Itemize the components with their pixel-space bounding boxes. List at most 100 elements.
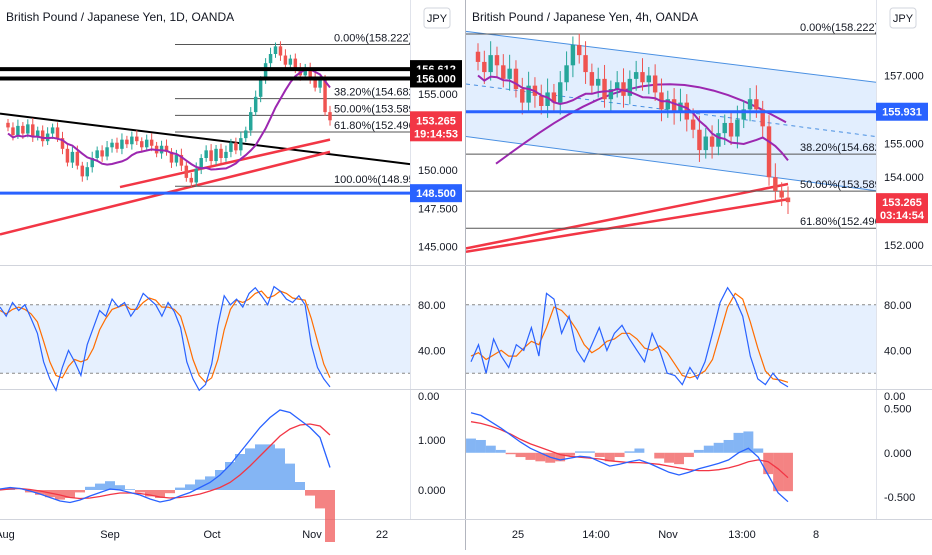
- red-trendline-upper: [466, 182, 789, 250]
- candle-body: [35, 130, 40, 137]
- candle-body: [570, 44, 576, 66]
- macd-signal-line: [0, 423, 331, 500]
- time-axis-label: 22: [376, 529, 388, 541]
- candle-body: [199, 158, 203, 169]
- time-axis-label: 14:00: [582, 529, 610, 541]
- macd-histogram-bar: [525, 452, 536, 460]
- macd-histogram-bar: [604, 452, 615, 462]
- macd-histogram-bar: [305, 490, 315, 496]
- svg-text:JPY: JPY: [427, 13, 448, 25]
- macd-histogram-bar: [235, 454, 245, 490]
- macd-histogram-bar: [225, 462, 235, 490]
- candle-body: [258, 80, 263, 97]
- macd-histogram-bar: [713, 442, 724, 453]
- macd-histogram-bar: [575, 451, 585, 453]
- channel-top-line: [466, 30, 876, 83]
- candle-body: [40, 130, 45, 142]
- price-axis-label: 154.000: [884, 172, 924, 184]
- moving-average-line: [7, 68, 331, 171]
- candle-body: [174, 154, 179, 163]
- candle-body: [475, 51, 481, 62]
- price-axis-label: 145.000: [418, 242, 458, 254]
- macd-histogram-bar: [35, 490, 45, 495]
- candle-body: [95, 150, 99, 158]
- stoch-band: [0, 304, 410, 374]
- fib-level-label: 61.80%(152.496): [334, 120, 418, 132]
- macd-histogram-bar: [165, 490, 175, 494]
- price-axis-label: 155.000: [418, 89, 458, 101]
- macd-histogram-bar: [723, 439, 734, 453]
- candle-body: [16, 125, 20, 136]
- price-tag-label: 153.265: [882, 197, 922, 209]
- candle-body: [766, 126, 772, 178]
- red-trendline-upper: [119, 138, 331, 189]
- candle-body: [526, 85, 531, 103]
- candle-body: [110, 142, 114, 148]
- candle-body: [697, 129, 702, 151]
- candle-body: [303, 67, 307, 76]
- stoch-axis-label: 40.00: [418, 345, 446, 357]
- candle-body: [665, 99, 671, 110]
- price-tag: [410, 184, 462, 203]
- macd-histogram-bar: [466, 438, 476, 453]
- candle-body: [278, 46, 283, 56]
- candle-body: [703, 136, 708, 151]
- candle-body: [507, 68, 512, 79]
- candle-body: [140, 141, 144, 148]
- macd-histogram-bar: [485, 445, 496, 453]
- price-axis-label: 155.000: [884, 138, 924, 150]
- candle-body: [709, 136, 715, 147]
- candle-body: [204, 150, 208, 158]
- macd-histogram-bar: [565, 452, 576, 456]
- candle-body: [747, 99, 753, 110]
- candle-body: [318, 80, 322, 88]
- four-hour-chart-title: British Pound / Japanese Yen, 4h, OANDA: [472, 10, 698, 24]
- macd-histogram-bar: [664, 452, 675, 463]
- macd-histogram-bar: [115, 485, 125, 490]
- red-trendline-lower: [466, 198, 789, 254]
- fib-level-label: 38.20%(154.682): [334, 87, 418, 99]
- four-hour-chart-pane[interactable]: 0.00%(158.222) 38.20%(154.682) 50.00%(153.…: [466, 22, 928, 541]
- macd-signal-line: [470, 421, 789, 479]
- candle-body: [551, 92, 557, 103]
- candle-body: [21, 125, 25, 134]
- macd-histogram-bar: [614, 452, 625, 458]
- candle-body: [60, 138, 65, 149]
- candle-body: [70, 151, 75, 163]
- candle-body: [577, 44, 582, 56]
- candle-body: [323, 80, 327, 113]
- price-tag: [410, 111, 462, 142]
- daily-currency-button[interactable]: JPY: [423, 7, 451, 29]
- candle-body: [614, 82, 620, 90]
- daily-chart-pane[interactable]: 0.00%(158.222) 38.20%(154.682) 50.00%(153.…: [0, 32, 462, 542]
- candle-body: [120, 139, 124, 149]
- moving-average-line: [477, 74, 789, 162]
- candle-body: [482, 61, 487, 73]
- candle-body: [640, 72, 645, 83]
- candle-body: [130, 136, 134, 145]
- candle-body: [85, 167, 89, 177]
- four-hour-currency-button[interactable]: JPY: [889, 7, 917, 29]
- candle-body: [690, 119, 696, 130]
- candle-body: [288, 58, 293, 65]
- fib-level-label: 50.00%(153.589): [334, 103, 418, 115]
- candle-body: [214, 148, 218, 162]
- candle-body: [268, 54, 273, 64]
- stoch-axis-label: 80.00: [418, 300, 446, 312]
- candle-body: [513, 68, 519, 90]
- candle-body: [646, 75, 652, 83]
- candle-body: [627, 78, 633, 96]
- candle-body: [652, 75, 658, 93]
- daily-chart-title: British Pound / Japanese Yen, 1D, OANDA: [6, 10, 234, 24]
- candle-body: [273, 46, 278, 54]
- price-axis-label: 150.000: [418, 165, 458, 177]
- candle-body: [621, 82, 626, 96]
- candle-body: [239, 138, 243, 151]
- fib-level-label: 61.80%(152.496): [800, 216, 884, 228]
- candle-body: [558, 82, 563, 103]
- price-axis-label: 147.500: [418, 203, 458, 215]
- candle-body: [115, 142, 119, 149]
- macd-histogram-bar: [475, 439, 486, 453]
- macd-histogram-bar: [295, 482, 305, 490]
